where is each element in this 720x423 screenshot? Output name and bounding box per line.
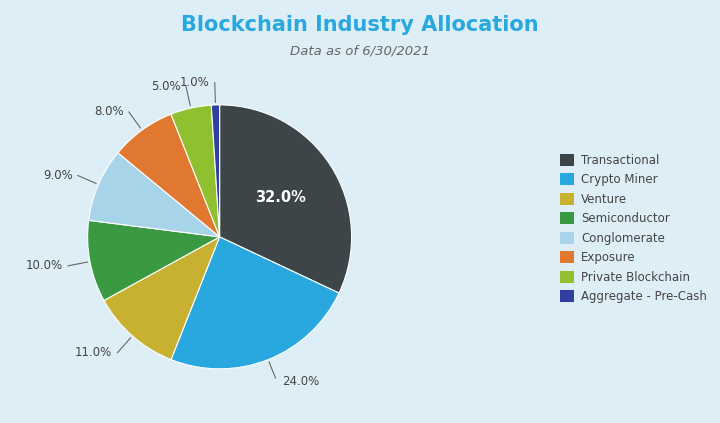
- Text: Blockchain Industry Allocation: Blockchain Industry Allocation: [181, 15, 539, 35]
- Wedge shape: [118, 114, 220, 237]
- Text: Data as of 6/30/2021: Data as of 6/30/2021: [290, 44, 430, 58]
- Wedge shape: [88, 220, 220, 300]
- Text: 1.0%: 1.0%: [180, 76, 210, 89]
- Text: 5.0%: 5.0%: [151, 80, 181, 93]
- Text: 9.0%: 9.0%: [43, 169, 73, 182]
- Legend: Transactional, Crypto Miner, Venture, Semiconductor, Conglomerate, Exposure, Pri: Transactional, Crypto Miner, Venture, Se…: [559, 154, 707, 303]
- Text: 8.0%: 8.0%: [94, 105, 124, 118]
- Text: 24.0%: 24.0%: [282, 375, 320, 388]
- Text: 11.0%: 11.0%: [75, 346, 112, 359]
- Wedge shape: [220, 105, 351, 293]
- Wedge shape: [211, 105, 220, 237]
- Text: 10.0%: 10.0%: [25, 259, 63, 272]
- Text: 32.0%: 32.0%: [256, 190, 306, 206]
- Wedge shape: [89, 153, 220, 237]
- Wedge shape: [171, 237, 339, 369]
- Wedge shape: [171, 105, 220, 237]
- Wedge shape: [104, 237, 220, 360]
